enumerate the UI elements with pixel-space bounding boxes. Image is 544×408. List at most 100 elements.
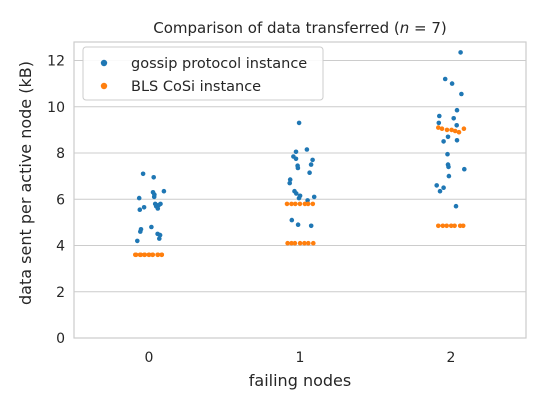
gossip-point	[135, 238, 140, 244]
bls-point	[444, 127, 450, 133]
gossip-point	[454, 138, 460, 143]
y-tick-label: 2	[56, 285, 65, 301]
bls-point	[284, 201, 290, 207]
bls-point	[452, 223, 457, 229]
x-tick-label: 2	[447, 350, 456, 366]
gossip-point	[141, 205, 147, 210]
bls-point	[159, 252, 164, 258]
gossip-point	[296, 195, 302, 201]
y-tick-labels: 0 2 4 6 8 10 12	[47, 54, 65, 348]
bls-point	[460, 223, 466, 229]
gossip-point	[454, 123, 460, 128]
gossip-point	[458, 50, 463, 55]
gossip-point	[289, 217, 295, 223]
gossip-point	[437, 188, 443, 194]
bls-point	[133, 252, 139, 258]
bls-point	[306, 240, 311, 246]
bls-point	[456, 129, 462, 135]
gossip-point	[462, 166, 467, 172]
gossip-point	[449, 81, 455, 86]
bls-point	[440, 223, 446, 229]
gossip-point	[441, 139, 446, 144]
gossip-point	[445, 134, 451, 140]
y-tick-label: 10	[47, 100, 65, 116]
gossip-point	[451, 116, 457, 121]
gossip-point	[311, 194, 317, 200]
bls-point	[449, 127, 454, 133]
gossip-point	[296, 120, 302, 126]
y-tick-label: 8	[56, 146, 65, 162]
gossip-point	[155, 206, 161, 211]
bls-point	[155, 252, 160, 258]
gossip-point	[446, 173, 452, 179]
plot-frame	[73, 41, 527, 339]
bls-point	[305, 201, 311, 207]
bls-point	[310, 201, 316, 207]
legend-marker-bls	[100, 82, 108, 90]
y-tick-label: 12	[47, 54, 65, 70]
gossip-point	[307, 170, 312, 175]
bls-point	[439, 126, 445, 131]
y-axis-label: data sent per active node (kB)	[16, 61, 35, 305]
legend-box	[82, 46, 324, 101]
gossip-point	[295, 165, 301, 171]
chart-title-prefix: Comparison of data transferred (	[153, 19, 400, 37]
gossip-point	[293, 149, 299, 155]
y-tick-label: 4	[56, 239, 65, 255]
gossip-point	[434, 183, 440, 188]
bls-point	[452, 128, 458, 134]
bls-point	[448, 223, 454, 229]
gossip-point	[310, 157, 315, 163]
x-axis-label: failing nodes	[249, 371, 351, 390]
gossip-point	[459, 91, 464, 97]
bls-point	[436, 223, 441, 229]
gossip-point	[294, 191, 299, 196]
gossip-point	[137, 207, 143, 212]
bls-point	[289, 240, 294, 246]
bls-point	[302, 240, 307, 246]
bls-point	[289, 201, 294, 207]
gossip-point	[157, 236, 162, 241]
gossip-point	[436, 120, 442, 126]
x-tick-labels: 0 1 2	[145, 350, 456, 366]
gossip-point	[437, 113, 442, 119]
gossip-point	[287, 180, 293, 186]
bls-point	[444, 223, 450, 229]
bls-point	[146, 252, 152, 258]
legend-marker-gossip	[100, 59, 108, 67]
gossip-point	[305, 198, 310, 203]
chart-title-suffix: = 7)	[409, 19, 447, 37]
data-points	[133, 50, 467, 258]
gossip-point	[151, 175, 156, 180]
bls-point	[302, 201, 308, 207]
gossip-point	[138, 229, 143, 234]
legend-label-gossip: gossip protocol instance	[131, 56, 307, 72]
y-tick-label: 0	[56, 331, 65, 347]
bls-point	[142, 252, 148, 258]
bls-point	[150, 252, 155, 258]
bls-point	[285, 240, 290, 246]
bls-point	[138, 252, 144, 258]
gossip-point	[293, 156, 299, 162]
gossip-point	[442, 76, 448, 82]
gossip-point	[304, 147, 310, 152]
x-tick-label: 1	[296, 350, 305, 366]
gossip-point	[149, 224, 154, 230]
bls-point	[297, 201, 303, 207]
bls-point	[436, 125, 441, 130]
chart-title-math: n	[400, 19, 410, 37]
bls-point	[461, 126, 467, 131]
y-tick-label: 6	[56, 192, 65, 208]
legend: gossip protocol instance BLS CoSi instan…	[82, 46, 324, 101]
bls-point	[297, 240, 303, 246]
legend-label-bls: BLS CoSi instance	[131, 79, 261, 95]
gossip-point	[308, 223, 314, 229]
gossip-point	[157, 232, 163, 238]
bls-point	[292, 240, 298, 246]
gossip-point	[287, 177, 293, 182]
x-tick-label: 0	[145, 350, 154, 366]
gossip-point	[295, 222, 301, 227]
gossip-point	[446, 164, 451, 170]
gossip-point	[161, 188, 167, 194]
